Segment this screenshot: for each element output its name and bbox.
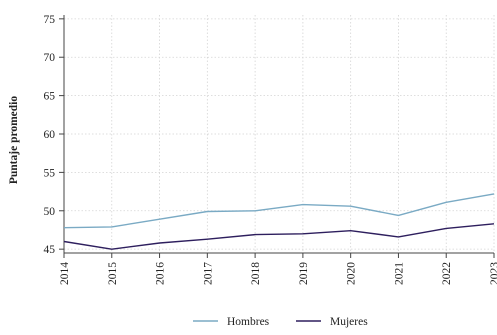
y-tick-label: 55 [44,167,56,179]
y-tick-label: 70 [44,52,56,64]
x-tick-label: 2016 [155,262,167,285]
y-tick-label: 75 [44,14,56,26]
y-axis-label: Puntaje promedio [8,96,20,185]
y-tick-label: 65 [44,91,56,103]
series-line-mujeres [64,224,494,249]
legend: Hombres Mujeres [193,316,368,328]
series-layer [64,194,494,249]
legend-label-hombres: Hombres [227,316,270,328]
x-tick-label: 2021 [393,262,405,285]
x-tick-label: 2014 [59,262,71,285]
grid-layer [64,15,494,253]
x-tick-label: 2023 [489,262,497,285]
legend-label-mujeres: Mujeres [330,316,368,328]
x-tick-label: 2018 [250,262,262,285]
y-tick-label: 45 [44,244,56,256]
x-tick-label: 2017 [202,262,214,285]
x-tick-label: 2020 [346,262,358,285]
x-tick-label: 2019 [298,262,310,285]
label-layer: Puntaje promedio [8,96,20,185]
x-tick-label: 2022 [441,262,453,285]
y-tick-label: 50 [44,206,56,218]
y-tick-label: 60 [44,129,56,141]
x-tick-label: 2015 [107,262,119,285]
